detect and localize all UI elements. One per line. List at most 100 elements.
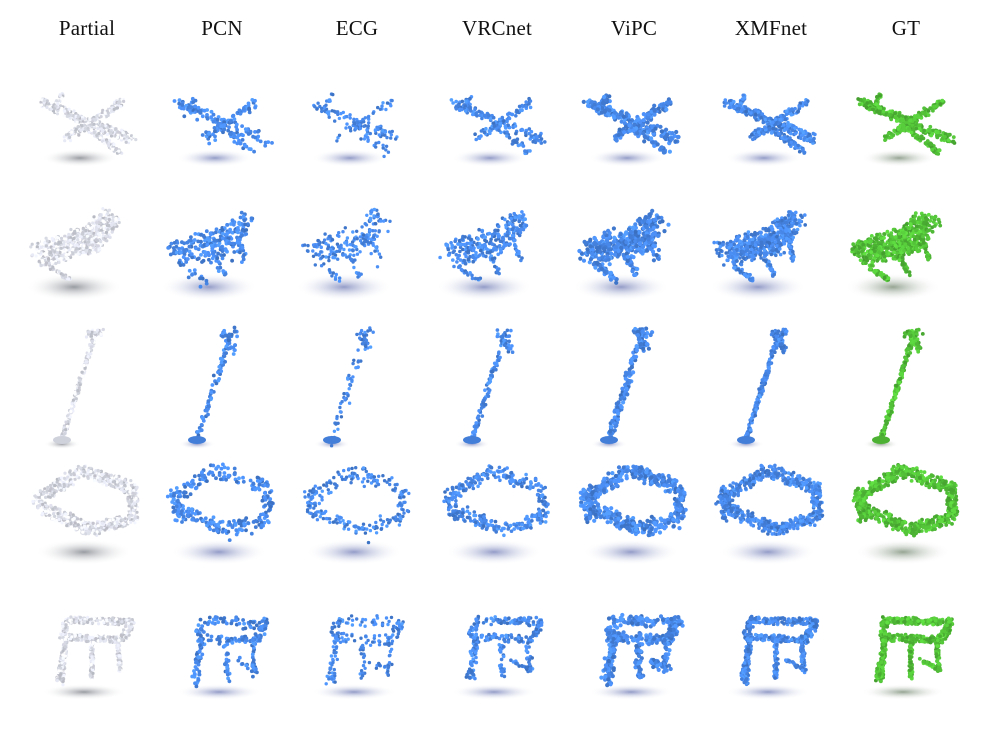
point-cloud [599, 612, 685, 688]
ground-shadow [312, 684, 396, 700]
ground-shadow [171, 539, 267, 565]
ground-shadow [446, 539, 542, 565]
render-lounge-chair-pcn [161, 210, 257, 301]
point-cloud [323, 326, 375, 448]
render-lounge-chair-xmfnet [710, 210, 807, 301]
point-cloud [851, 463, 960, 538]
column-title-gt: GT [891, 16, 921, 40]
ground-shadow [710, 273, 806, 301]
ground-shadow [161, 273, 257, 301]
render-airplane-pcn [172, 96, 274, 167]
point-cloud [449, 95, 547, 156]
ground-shadow [845, 273, 941, 301]
render-sofa-xmfnet [714, 463, 825, 565]
render-lamp-vipc [591, 326, 655, 449]
render-lamp-vrcnet [454, 328, 515, 449]
point-cloud [463, 328, 515, 444]
point-cloud [850, 211, 943, 283]
ground-shadow [726, 149, 802, 167]
ground-shadow [42, 149, 118, 167]
point-cloud [722, 93, 817, 155]
point-cloud [166, 210, 255, 289]
render-lamp-xmfnet [728, 327, 789, 449]
render-lounge-chair-ecg [296, 207, 392, 301]
render-lounge-chair-partial [26, 207, 122, 301]
column-title-vrcnet: VRCnet [461, 16, 533, 40]
render-lamp-gt [863, 327, 925, 449]
render-airplane-gt [856, 92, 957, 167]
point-cloud [712, 210, 807, 283]
render-lounge-chair-gt [845, 211, 943, 301]
point-cloud [303, 466, 411, 545]
point-cloud [739, 614, 820, 687]
render-table-pcn [177, 615, 270, 700]
ground-shadow [26, 273, 122, 301]
ground-shadow [42, 684, 126, 700]
ground-shadow [855, 539, 951, 565]
point-cloud [872, 327, 925, 444]
ground-shadow [861, 684, 945, 700]
point-cloud-comparison-grid [0, 60, 1005, 723]
point-cloud [442, 464, 550, 538]
point-cloud [55, 615, 136, 687]
render-sofa-gt [851, 463, 960, 565]
ground-shadow [573, 273, 669, 301]
render-lounge-chair-vipc [573, 208, 671, 301]
point-cloud [31, 464, 141, 537]
point-cloud [53, 327, 105, 444]
point-cloud [324, 614, 405, 686]
ground-shadow [177, 684, 261, 700]
render-sofa-vipc [578, 464, 688, 565]
render-table-gt [861, 615, 955, 700]
point-cloud [856, 92, 957, 156]
ground-shadow [861, 149, 937, 167]
point-cloud [190, 615, 270, 689]
ground-shadow [726, 684, 810, 700]
render-lamp-partial [44, 327, 105, 449]
ground-shadow [720, 539, 816, 565]
render-airplane-xmfnet [722, 93, 817, 167]
column-title-ecg: ECG [335, 16, 379, 40]
column-title-partial: Partial [58, 16, 116, 40]
render-table-ecg [312, 614, 405, 700]
render-lamp-pcn [179, 325, 239, 449]
render-lounge-chair-vrcnet [436, 210, 532, 301]
render-sofa-vrcnet [442, 464, 550, 565]
render-airplane-vipc [581, 93, 681, 167]
point-cloud [312, 92, 399, 159]
column-title-vipc: ViPC [610, 16, 658, 40]
point-cloud [172, 96, 274, 154]
column-title-pcn: PCN [201, 16, 243, 40]
point-cloud [577, 208, 671, 285]
point-cloud [165, 462, 275, 542]
render-table-partial [42, 615, 136, 700]
ground-shadow [296, 273, 392, 301]
point-cloud [301, 207, 392, 283]
ground-shadow [452, 149, 528, 167]
column-title-xmfnet: XMFnet [734, 16, 808, 40]
ground-shadow [306, 539, 402, 565]
point-cloud [714, 463, 825, 536]
point-cloud [188, 325, 239, 444]
point-cloud [438, 210, 529, 282]
render-sofa-partial [31, 464, 141, 565]
point-cloud [37, 91, 138, 155]
ground-shadow [312, 149, 388, 167]
point-cloud [581, 93, 681, 155]
point-cloud [578, 464, 688, 538]
ground-shadow [177, 149, 253, 167]
point-cloud [29, 207, 121, 281]
render-table-xmfnet [726, 614, 820, 700]
render-sofa-pcn [165, 462, 275, 565]
ground-shadow [589, 149, 665, 167]
point-cloud [737, 327, 789, 444]
ground-shadow [583, 539, 679, 565]
ground-shadow [452, 684, 536, 700]
render-airplane-vrcnet [449, 95, 547, 167]
render-airplane-ecg [312, 92, 399, 167]
render-airplane-partial [37, 91, 138, 167]
render-table-vrcnet [452, 614, 544, 700]
render-sofa-ecg [303, 466, 411, 565]
ground-shadow [436, 273, 532, 301]
ground-shadow [589, 684, 673, 700]
